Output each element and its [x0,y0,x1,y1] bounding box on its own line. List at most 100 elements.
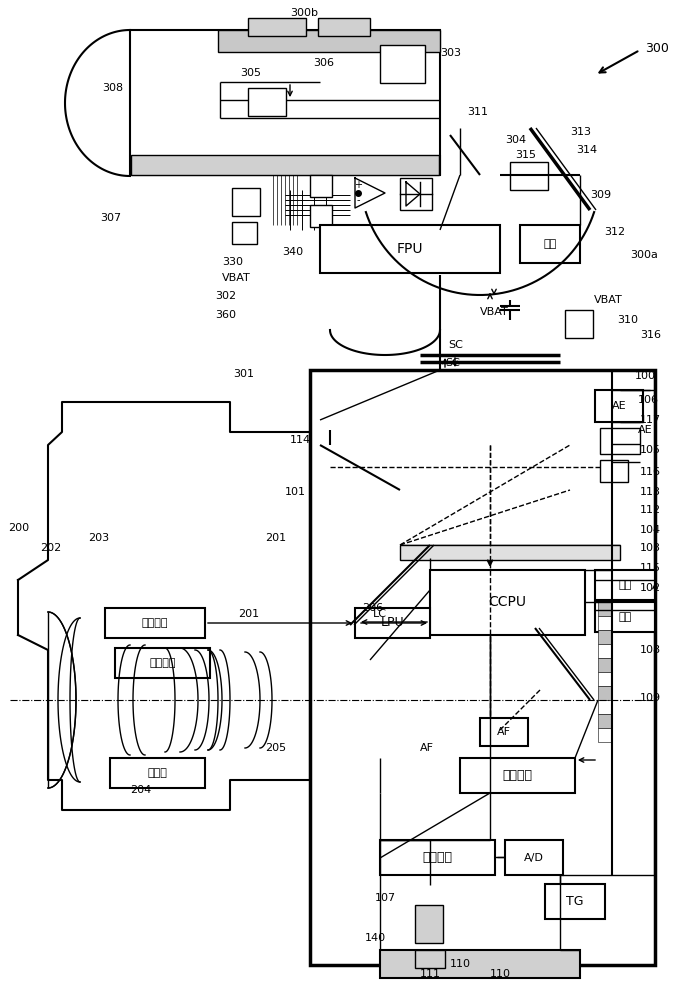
Text: 315: 315 [515,150,536,160]
Text: 309: 309 [590,190,611,200]
Bar [248,18,306,36]
Bar [595,602,655,632]
Text: 109: 109 [640,693,661,703]
Text: 310: 310 [617,315,638,325]
Text: 316: 316 [640,330,661,340]
Bar [565,310,593,338]
Text: 105: 105 [640,445,661,455]
Bar [598,602,612,616]
Text: 110: 110 [490,969,511,979]
Text: 信號處理: 信號處理 [422,851,452,864]
Text: 330: 330 [222,257,243,267]
Text: +: + [354,180,362,190]
Text: 205: 205 [265,743,286,753]
Text: 201: 201 [238,609,259,619]
Text: LPU: LPU [380,616,404,630]
Text: 200: 200 [8,523,29,533]
Text: 鏡頭驅動: 鏡頭驅動 [142,618,168,628]
Bar [318,18,370,36]
Text: 106: 106 [638,395,659,405]
Bar [310,175,332,197]
Text: 203: 203 [88,533,109,543]
Text: 108: 108 [640,645,661,655]
Bar [218,30,440,52]
Bar [600,460,628,482]
Bar [510,162,548,190]
Bar [545,884,605,919]
Bar [598,616,612,630]
Text: 輸入: 輸入 [543,239,557,249]
Bar [598,644,612,658]
Text: LC: LC [373,609,387,619]
Text: 300: 300 [645,41,669,54]
Text: 360: 360 [215,310,236,320]
Text: 306: 306 [313,58,334,68]
Bar [598,700,612,714]
Bar [355,608,430,638]
Text: 300b: 300b [290,8,318,18]
Bar [598,686,612,700]
Bar [600,428,640,454]
Text: 202: 202 [40,543,61,553]
Text: 光圈控制: 光圈控制 [149,658,176,668]
Text: -: - [356,195,360,205]
Text: 311: 311 [467,107,488,117]
Text: 111: 111 [420,969,441,979]
Bar [400,545,620,560]
Text: 104: 104 [640,525,661,535]
Bar [310,205,332,227]
Text: 302: 302 [215,291,236,301]
Bar [480,718,528,746]
Text: SC: SC [445,358,460,368]
Bar [110,758,205,788]
Text: 增益切換: 增益切換 [502,769,532,782]
Text: 304: 304 [505,135,526,145]
Text: 112: 112 [640,505,661,515]
Text: 206: 206 [362,603,383,613]
Text: 101: 101 [285,487,306,497]
Text: 305: 305 [240,68,261,78]
Bar [598,672,612,686]
Text: 110: 110 [450,959,471,969]
Text: 140: 140 [365,933,386,943]
Text: A/D: A/D [524,852,544,862]
Bar [232,188,260,216]
Bar [520,225,580,263]
Bar [598,630,612,644]
Bar [598,728,612,742]
Bar [598,658,612,672]
Bar [130,30,440,175]
Text: TG: TG [566,895,584,908]
Bar [248,88,286,116]
Bar [595,390,643,422]
Text: 輸入: 輸入 [618,612,632,622]
Text: VBAT: VBAT [594,295,623,305]
Text: 300a: 300a [630,250,658,260]
Bar [380,45,425,83]
Text: 117: 117 [640,415,661,425]
Bar [415,905,443,943]
Bar [598,714,612,728]
Text: 顯示: 顯示 [618,580,632,590]
Bar [415,950,445,968]
Text: 100: 100 [635,371,656,381]
Bar [380,840,495,875]
Text: 編碼器: 編碼器 [148,768,167,778]
Text: 107: 107 [375,893,396,903]
Text: AF: AF [420,743,434,753]
Bar [131,155,439,175]
Bar [105,608,205,638]
Text: 340: 340 [282,247,303,257]
Text: 201: 201 [265,533,286,543]
Text: AE: AE [612,401,626,411]
Bar [310,370,655,965]
Text: 314: 314 [576,145,597,155]
Text: 312: 312 [604,227,625,237]
Text: CCPU: CCPU [489,595,527,609]
Text: 301: 301 [233,369,254,379]
Text: 114: 114 [290,435,311,445]
Bar [400,178,432,210]
Text: VBAT: VBAT [222,273,251,283]
Bar [115,648,210,678]
Bar [460,758,575,793]
